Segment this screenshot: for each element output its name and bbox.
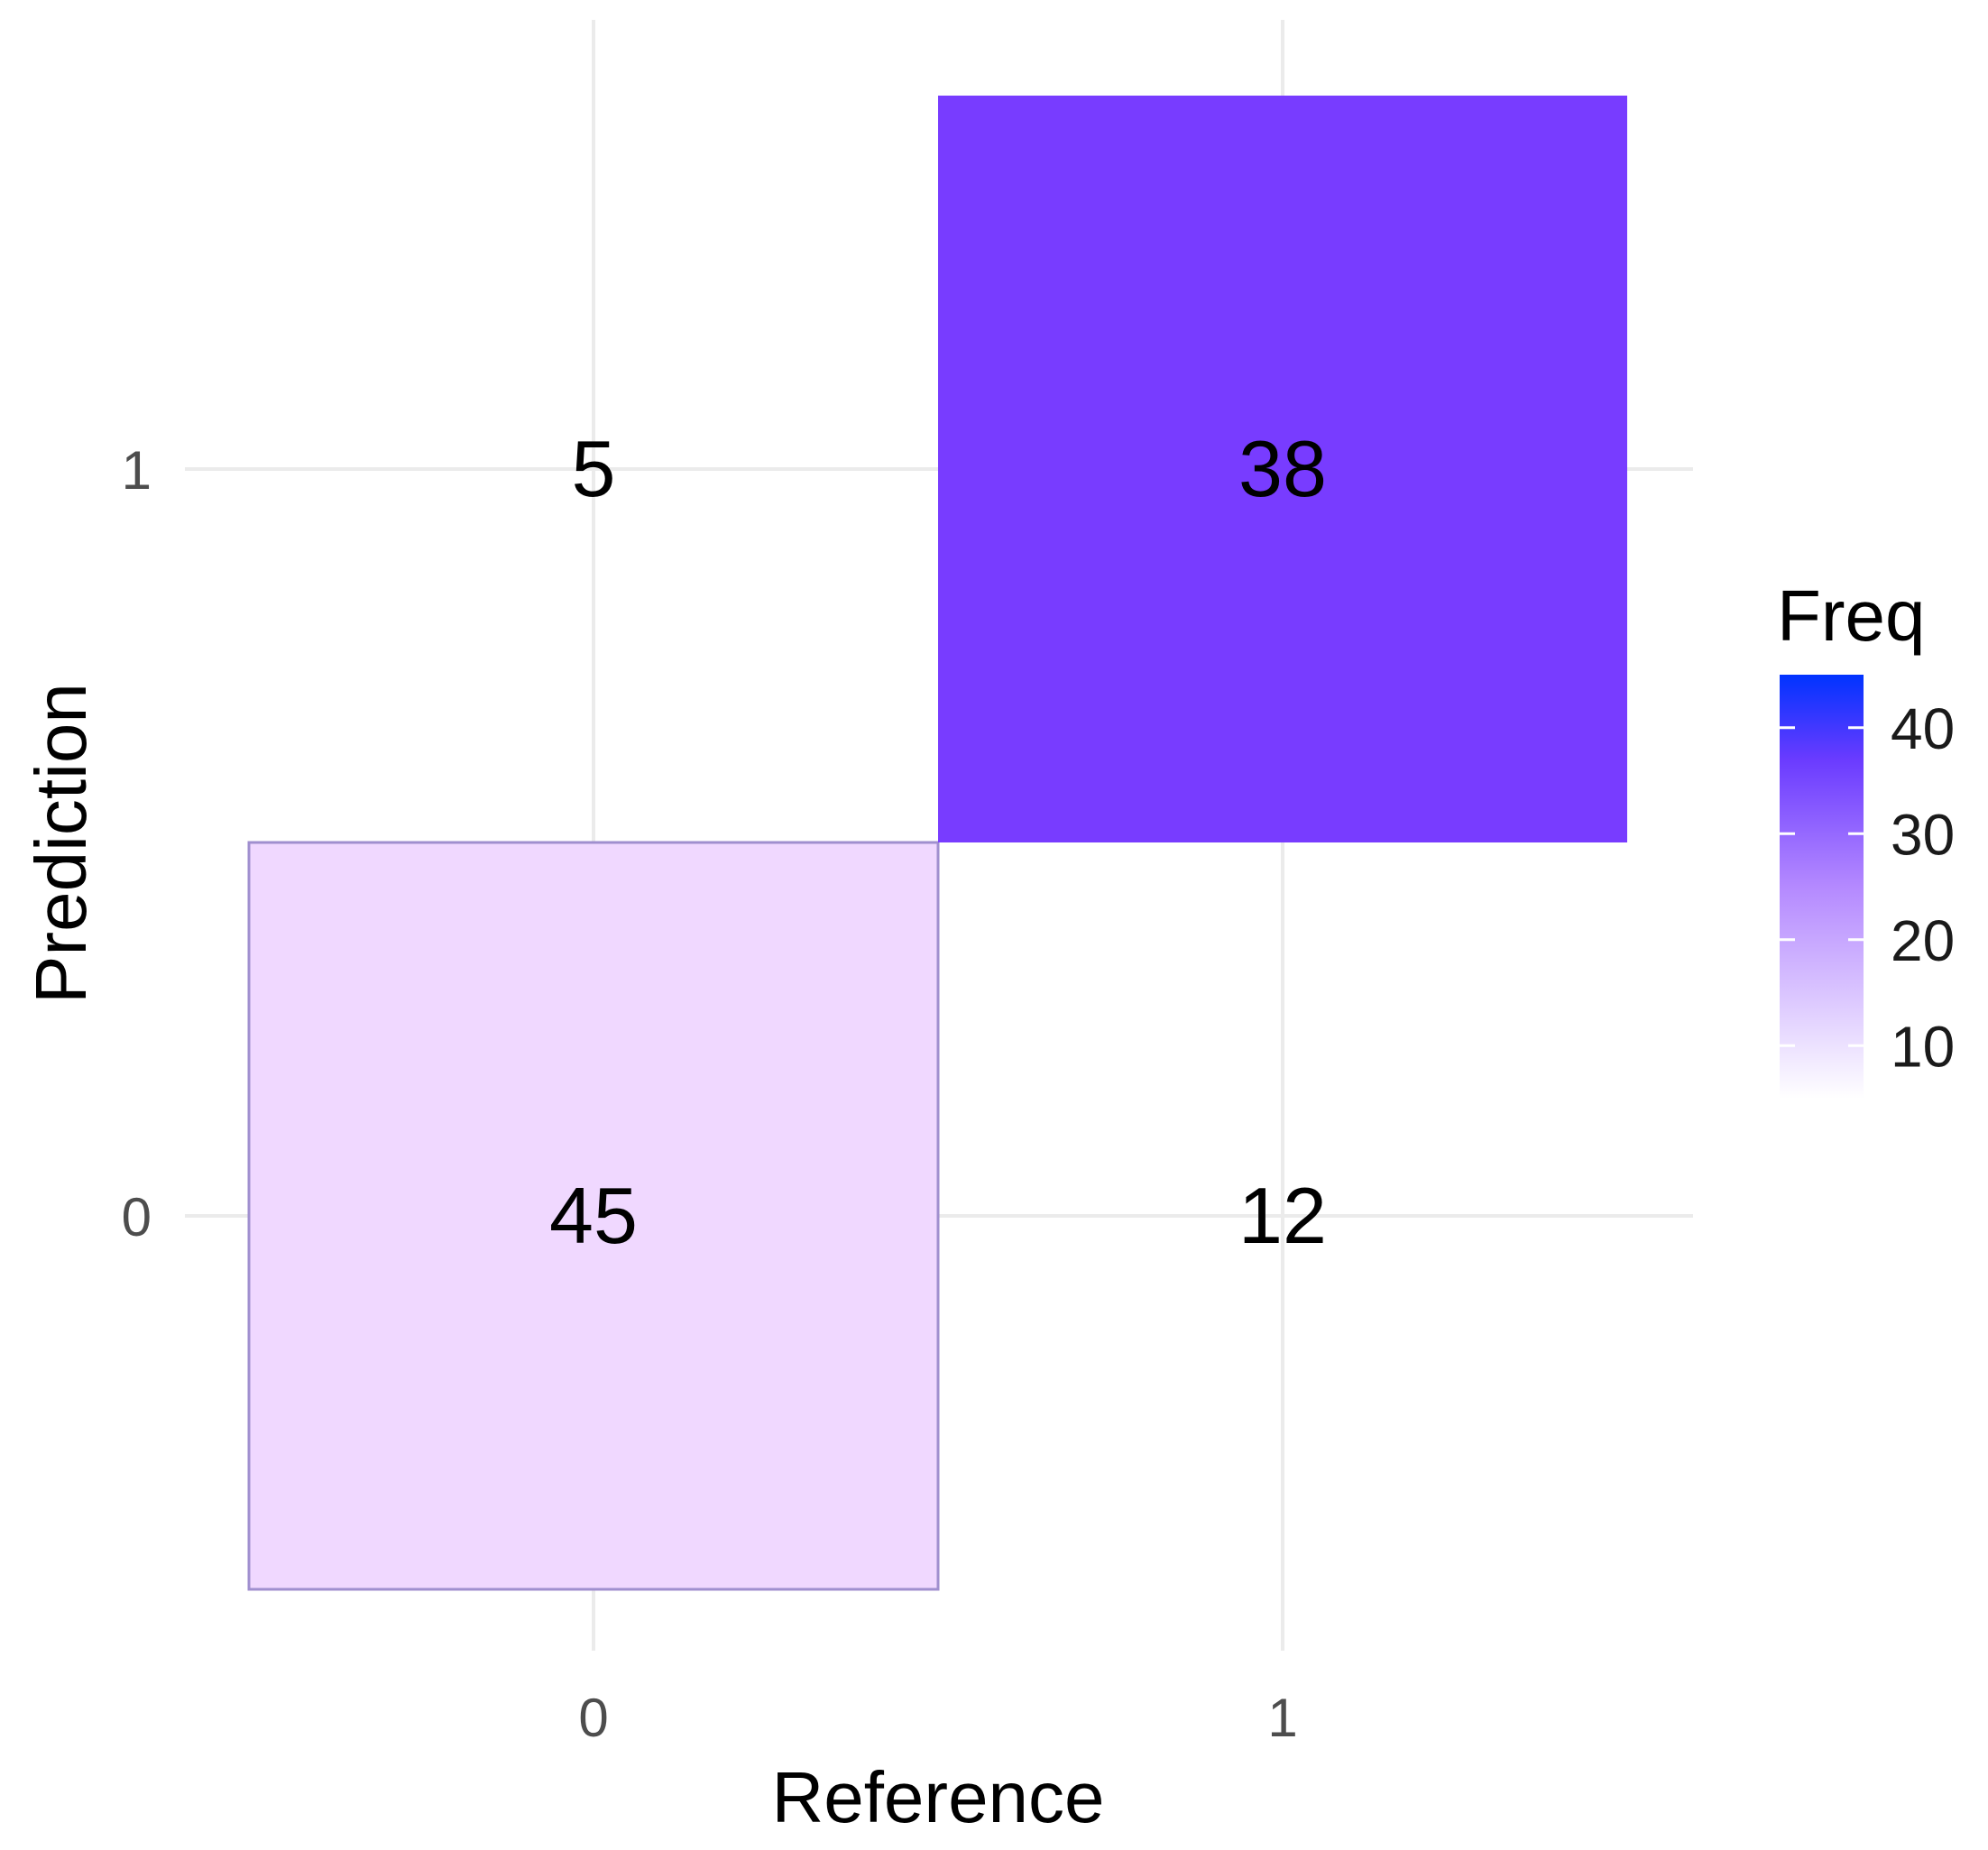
cell-value-labels: 45 12 5 38 [549, 424, 1327, 1260]
cell-label-1-1: 38 [1238, 424, 1327, 513]
y-axis-title: Prediction [21, 683, 101, 1004]
y-tick-label-0: 0 [122, 1187, 152, 1247]
legend-title: Freq [1777, 575, 1926, 656]
y-axis-tick-labels: 01 [122, 440, 152, 1247]
cell-label-0-0: 45 [549, 1171, 638, 1260]
legend-ticks: 10 20 30 40 [1780, 696, 1955, 1079]
cell-label-1-0: 12 [1238, 1171, 1327, 1260]
legend-tick-label-30: 30 [1891, 802, 1955, 867]
cell-label-0-1: 5 [572, 424, 616, 513]
legend-tick-label-10: 10 [1891, 1014, 1955, 1079]
x-tick-label-1: 1 [1267, 1688, 1297, 1748]
cell-1-1 [938, 96, 1627, 842]
y-tick-label-1: 1 [122, 440, 152, 501]
heatmap-cells [247, 96, 1627, 1591]
legend-tick-label-20: 20 [1891, 908, 1955, 973]
x-tick-label-0: 0 [578, 1688, 608, 1748]
color-legend: Freq 10 20 30 40 [1777, 575, 1955, 1099]
legend-colorbar [1780, 675, 1864, 1099]
legend-tick-label-40: 40 [1891, 696, 1955, 761]
cell-0-0 [247, 841, 940, 1591]
x-axis-title: Reference [771, 1757, 1104, 1837]
